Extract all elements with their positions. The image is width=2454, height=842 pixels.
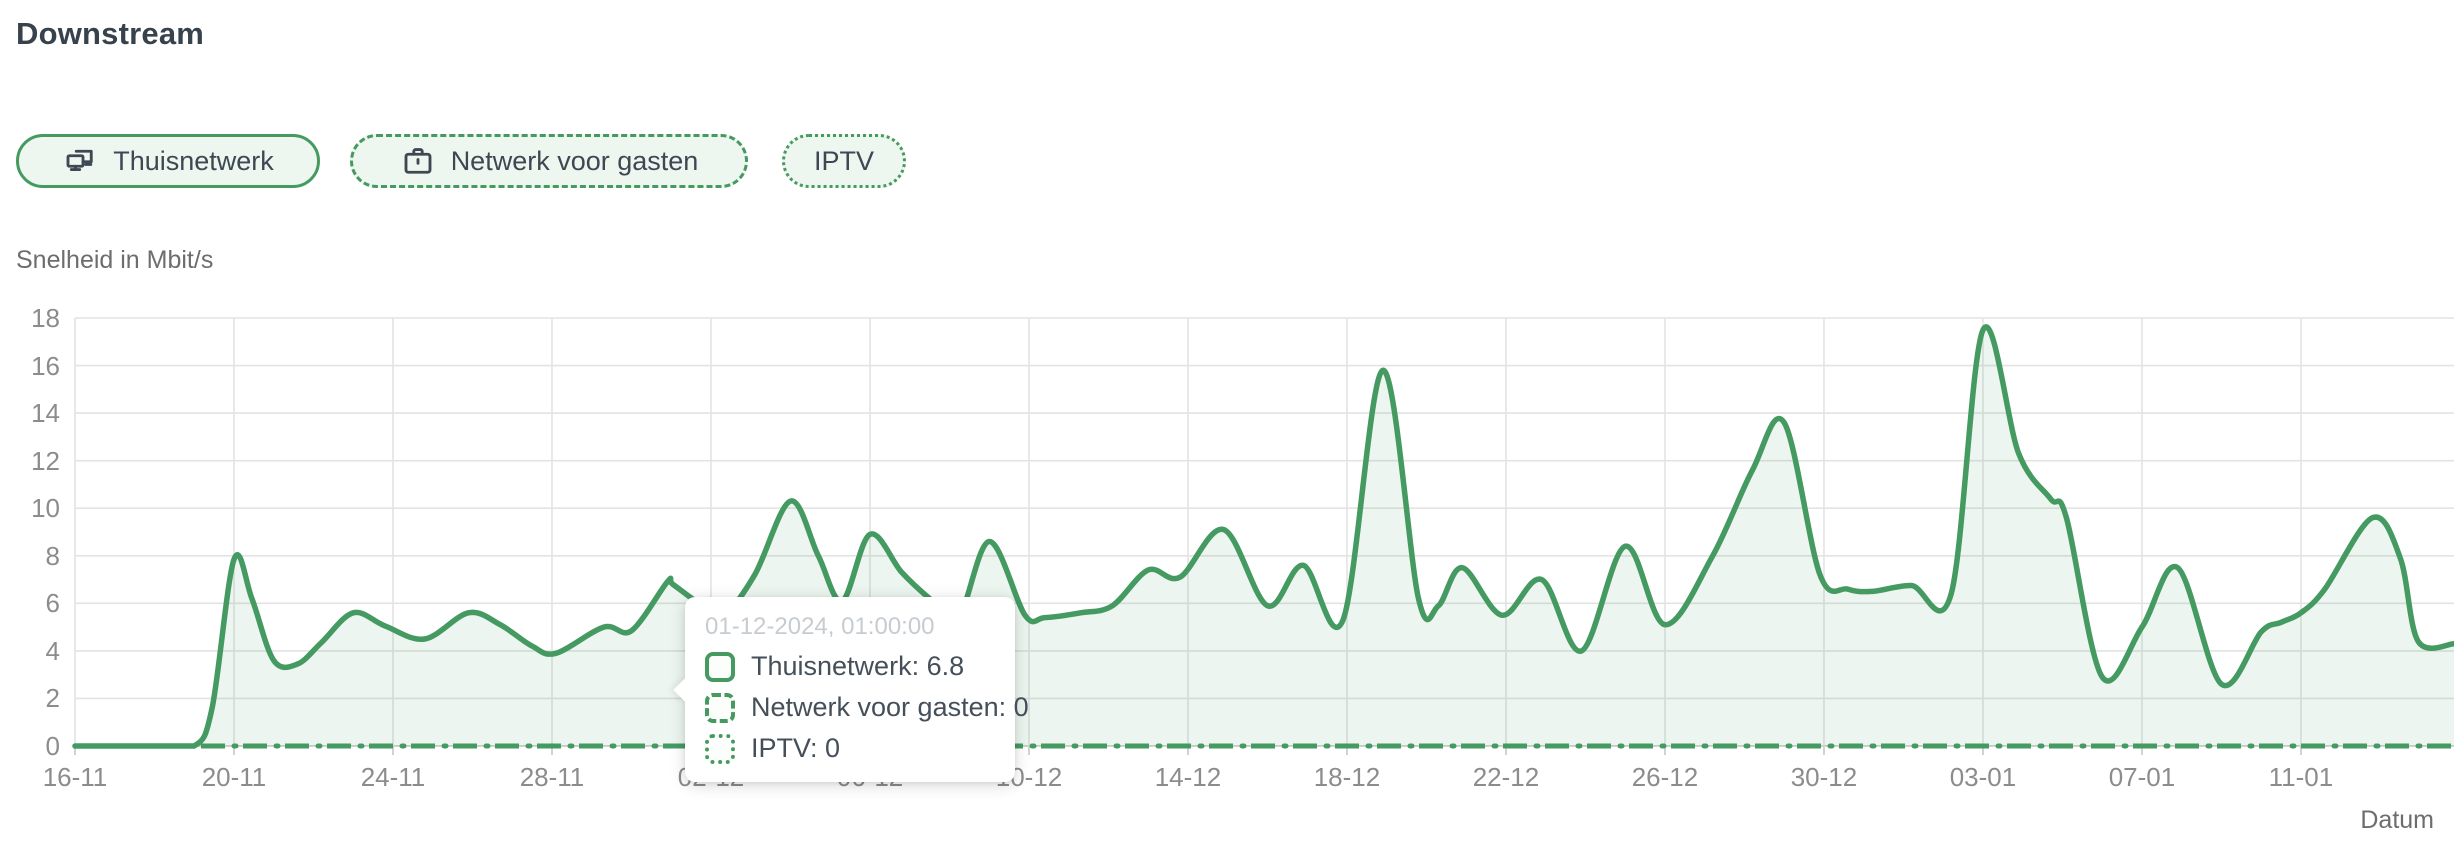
tooltip-series-value: Netwerk voor gasten: 0 [751,692,1029,722]
filter-thuisnetwerk-button[interactable]: Thuisnetwerk [16,134,320,188]
x-tick-label: 28-11 [519,762,585,792]
tooltip-rows: Thuisnetwerk: 6.8 Netwerk voor gasten: 0 I… [705,651,1029,764]
chart-tooltip: 01-12-2024, 01:00:00 Thuisnetwerk: 6.8 Ne… [673,597,1029,782]
y-tick-label: 6 [45,588,60,619]
y-tick-label: 12 [31,445,60,476]
filter-iptv-label: IPTV [813,145,874,176]
x-tick-label: 11-01 [2268,762,2334,792]
tooltip-series-marker-solid [705,651,735,682]
briefcase-icon [400,143,436,179]
y-tick-label: 14 [31,398,60,429]
y-tick-label: 10 [31,493,60,524]
home-network-icon [62,143,98,179]
tooltip-series-value: Thuisnetwerk: 6.8 [751,651,965,681]
x-tick-label: 16-11 [42,762,108,792]
thuisnetwerk-area [75,326,2454,746]
x-tick-label: 22-12 [1472,762,1540,792]
tooltip-series-marker-dotted [705,733,735,764]
filter-iptv-button[interactable]: IPTV [782,134,906,188]
y-tick-label: 16 [31,350,60,381]
x-tick-label: 03-01 [1949,762,2017,792]
tooltip-series-marker-dashed [705,692,735,723]
tooltip-timestamp: 01-12-2024, 01:00:00 [705,613,935,640]
y-tick-label: 8 [45,540,60,571]
x-tick-label: 18-12 [1313,762,1381,792]
y-tick-label: 0 [45,731,60,761]
tooltip-series-value: IPTV: 0 [751,733,841,763]
x-tick-label: 20-11 [201,762,267,792]
y-axis-title: Snelheid in Mbit/s [16,246,214,274]
y-tick-label: 2 [45,683,60,714]
x-tick-label: 24-11 [360,762,426,792]
filter-netwerk-voor-gasten-button[interactable]: Netwerk voor gasten [350,134,748,188]
y-tick-label: 4 [45,635,60,666]
thuisnetwerk-line [72,324,2454,749]
page-title: Downstream [16,16,205,51]
filter-netwerk-voor-gasten-label: Netwerk voor gasten [450,145,699,176]
y-tick-label: 18 [31,303,60,333]
tooltip-row: Netwerk voor gasten: 0 [705,692,1029,723]
x-tick-label: 07-01 [2108,762,2176,792]
x-tick-label: 14-12 [1154,762,1222,792]
tooltip-row: Thuisnetwerk: 6.8 [705,651,993,682]
x-axis-title: Datum [2360,806,2434,834]
x-tick-label: 26-12 [1631,762,1699,792]
tooltip-row: IPTV: 0 [705,733,993,764]
x-tick-label: 30-12 [1790,762,1858,792]
series-filter-group: Thuisnetwerk Netwerk voor gasten IPTV [0,134,2454,188]
filter-thuisnetwerk-label: Thuisnetwerk [113,145,274,176]
